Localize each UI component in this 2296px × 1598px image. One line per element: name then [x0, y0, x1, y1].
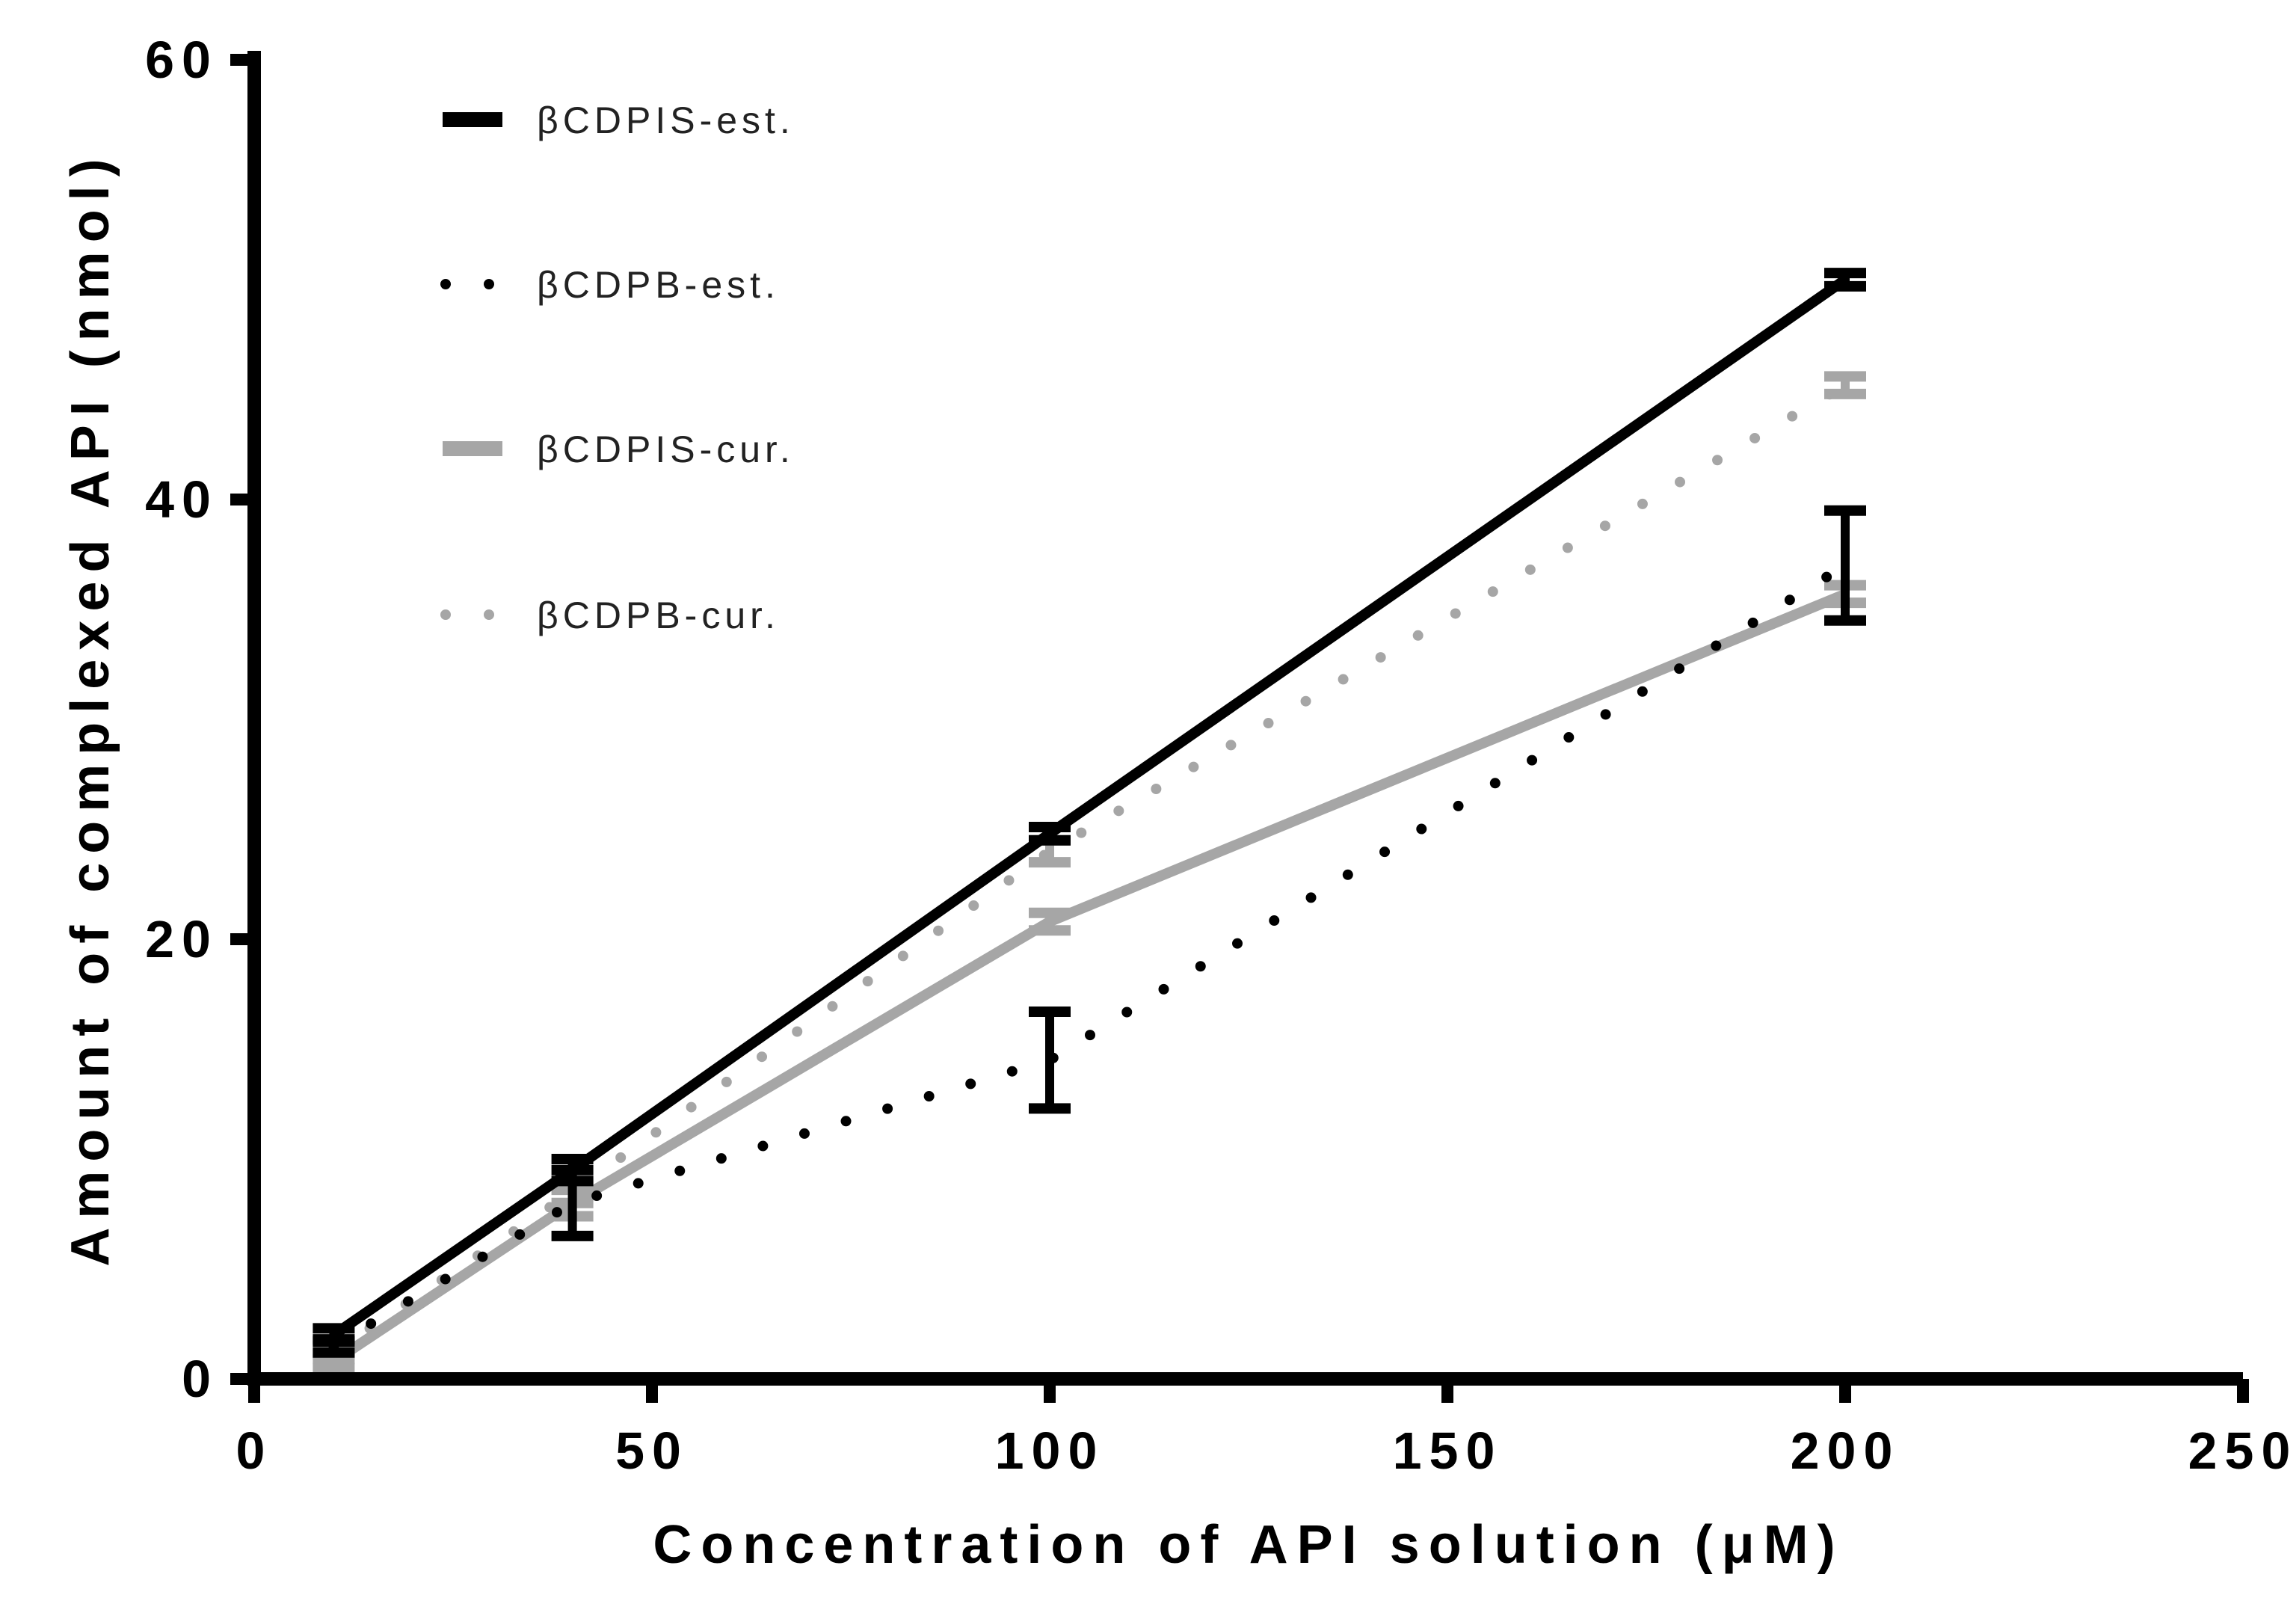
legend-item: βCDPIS-est. — [443, 99, 795, 141]
legend-label: βCDPIS-cur. — [537, 428, 795, 470]
y-tick-label: 20 — [145, 910, 218, 968]
y-tick-label: 40 — [145, 470, 218, 529]
legend-item: βCDPB-cur. — [440, 594, 780, 636]
legend-item: βCDPB-est. — [440, 264, 780, 306]
x-tick-label: 200 — [1791, 1422, 1900, 1480]
series-3 — [313, 371, 1866, 1365]
legend-label: βCDPIS-est. — [537, 99, 795, 141]
x-axis-title: Concentration of API solution (μM) — [653, 1515, 1844, 1575]
legend-item: βCDPIS-cur. — [443, 428, 795, 470]
series-line — [330, 275, 1849, 1339]
y-tick-label: 0 — [182, 1350, 218, 1408]
legend-label: βCDPB-est. — [537, 264, 780, 306]
x-tick-label: 0 — [236, 1422, 273, 1480]
x-tick-label: 150 — [1393, 1422, 1503, 1480]
x-tick-label: 250 — [2188, 1422, 2296, 1480]
legend-label: βCDPB-cur. — [537, 594, 780, 636]
axes-layer — [247, 51, 2243, 1386]
x-tick-label: 100 — [995, 1422, 1105, 1480]
series-0 — [313, 268, 1866, 1347]
x-tick-label: 50 — [615, 1422, 689, 1480]
series-line — [330, 589, 1847, 1366]
ticks-layer: 0 50 100 150 200 250 0 20 40 60 — [145, 31, 2296, 1480]
series-layer — [313, 268, 1866, 1374]
series-2 — [313, 580, 1866, 1374]
y-tick-label: 60 — [145, 31, 218, 89]
y-axis-title: Amount of complexed API (nmol) — [61, 150, 120, 1266]
legend: βCDPIS-est. βCDPB-est. βCDPIS-cur. βCDPB-cu… — [440, 99, 795, 636]
